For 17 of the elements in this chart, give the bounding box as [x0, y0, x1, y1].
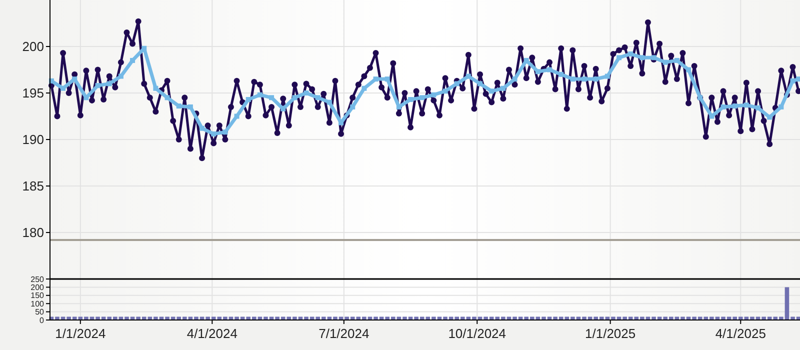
x-tick-label: 1/1/2025: [585, 326, 636, 341]
y-tick-label: 150: [30, 291, 45, 300]
x-tick-label: 10/1/2024: [448, 326, 506, 341]
y-tick-label: 200: [30, 283, 45, 292]
x-tick-label: 4/1/2025: [715, 326, 766, 341]
x-tick-label: 4/1/2024: [186, 326, 238, 341]
y-tick-label: 250: [30, 274, 45, 284]
y-tick-label: 185: [22, 178, 44, 194]
y-tick-label: 195: [22, 86, 44, 101]
y-tick-label: 50: [35, 308, 45, 317]
y-tick-label: 190: [22, 132, 44, 148]
x-tick-label: 7/1/2024: [318, 326, 370, 341]
x-tick-label: 1/1/2024: [55, 326, 106, 341]
y-tick-label: 100: [30, 299, 45, 308]
y-tick-label: 200: [22, 39, 44, 54]
y-tick-label: 180: [22, 225, 44, 240]
y-tick-label: 0: [40, 316, 45, 325]
